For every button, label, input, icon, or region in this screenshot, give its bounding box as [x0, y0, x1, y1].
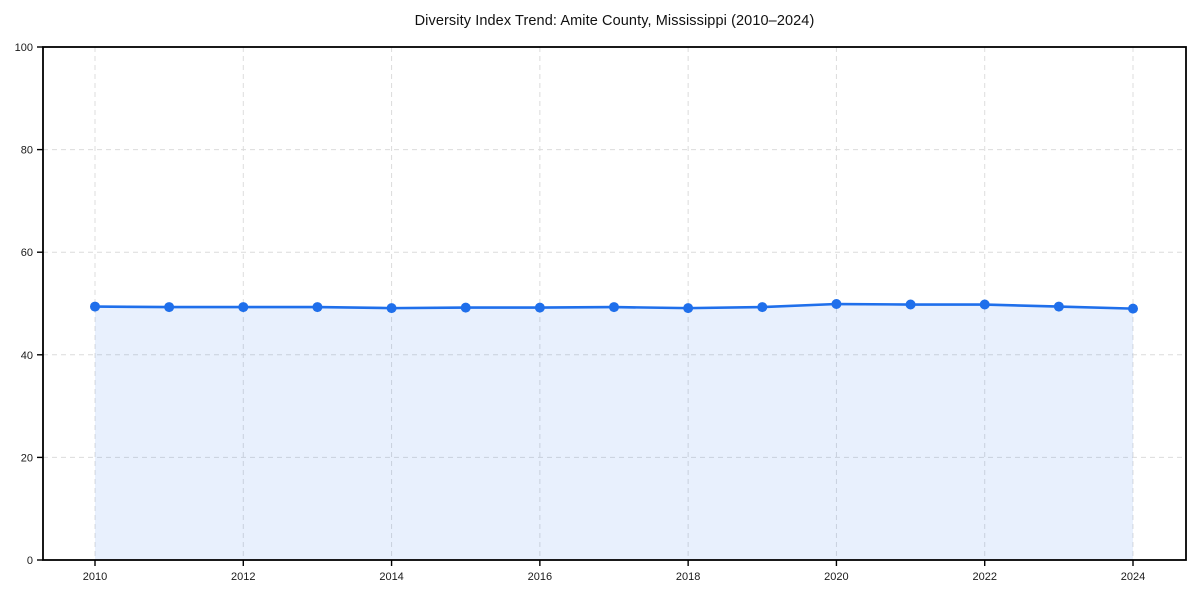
y-axis-tick-label: 0 — [27, 555, 33, 567]
plot-border — [42, 46, 1187, 561]
data-point-marker — [979, 299, 990, 310]
data-point-marker — [386, 303, 397, 314]
data-point-marker — [238, 302, 249, 313]
data-point-marker — [905, 299, 916, 310]
x-axis-tick-label: 2010 — [83, 571, 107, 583]
y-axis-tick-label: 20 — [21, 452, 33, 464]
x-axis-tick-label: 2014 — [379, 571, 403, 583]
area-fill — [95, 304, 1133, 560]
x-axis-tick-label: 2020 — [824, 571, 848, 583]
x-axis-tick-label: 2016 — [528, 571, 552, 583]
data-point-marker — [460, 302, 471, 313]
y-axis-tick-label: 60 — [21, 247, 33, 259]
data-point-marker — [1053, 301, 1064, 312]
data-point-marker — [831, 299, 842, 310]
y-axis-tick-label: 40 — [21, 350, 33, 362]
x-axis-tick-label: 2012 — [231, 571, 255, 583]
chart-title: Diversity Index Trend: Amite County, Mis… — [414, 13, 815, 29]
x-axis-tick-label: 2018 — [676, 571, 700, 583]
x-axis-tick-label: 2024 — [1121, 571, 1145, 583]
data-point-marker — [683, 303, 694, 314]
data-point-marker — [90, 301, 100, 312]
data-point-marker — [757, 302, 768, 313]
data-point-marker — [164, 302, 175, 313]
data-point-marker — [534, 302, 545, 313]
data-point-marker — [312, 302, 323, 313]
y-axis-tick-label: 80 — [21, 145, 33, 157]
data-point-marker — [609, 302, 619, 313]
data-point-marker — [1128, 303, 1138, 314]
x-axis-tick-label: 2022 — [972, 571, 996, 583]
y-axis-tick-label: 100 — [15, 42, 33, 54]
